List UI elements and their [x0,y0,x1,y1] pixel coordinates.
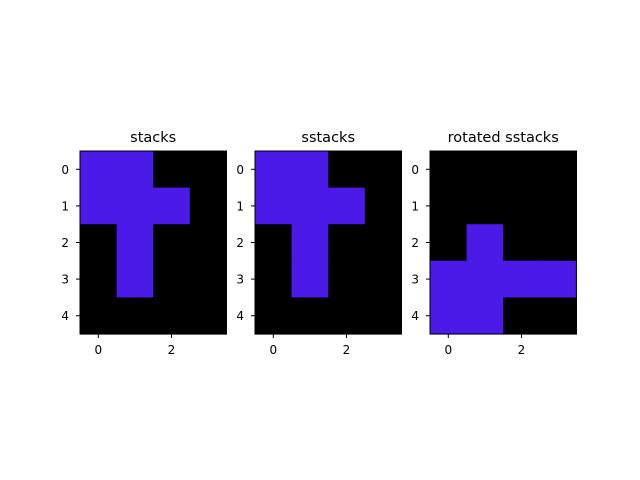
heatmap-cell [328,297,366,335]
heatmap-cell [430,151,468,189]
heatmap-cell [291,224,329,262]
heatmap-cell [539,151,577,189]
heatmap-cell [503,260,541,298]
heatmap-cell [189,224,227,262]
heatmap-cell [255,260,293,298]
x-tick-label: 0 [269,343,277,357]
y-tick-label: 1 [411,199,419,213]
heatmap-cell [80,297,118,335]
heatmap-cell [116,297,154,335]
heatmap-cell [503,151,541,189]
heatmap-cell [153,151,191,189]
heatmap-cell [80,151,118,189]
heatmap-cell [116,151,154,189]
heatmap-cell [80,224,118,262]
panel-sstacks: sstacks 0 1 2 3 4 0 2 [236,130,402,357]
y-tick-label: 2 [61,236,69,250]
heatmap-cell [291,151,329,189]
x-tick-label: 0 [444,343,452,357]
heatmap-cell [466,297,504,335]
heatmap-cell [189,297,227,335]
heatmap-cell [430,187,468,225]
heatmap-cell [255,297,293,335]
heatmap-cell [430,260,468,298]
heatmap-cell [466,224,504,262]
heatmap-cell [364,224,402,262]
x-tick-label: 2 [343,343,351,357]
heatmap-cell [189,260,227,298]
panel-stacks: stacks 0 1 2 3 4 0 2 [61,130,227,357]
heatmap-cell [466,187,504,225]
y-tick-label: 3 [236,273,244,287]
heatmap-cell [539,187,577,225]
heatmap-cell [466,260,504,298]
y-tick-label: 2 [411,236,419,250]
heatmap-cell [116,260,154,298]
heatmap-cell [255,187,293,225]
heatmap-cell [291,297,329,335]
heatmap-cell [364,187,402,225]
heatmap-cell [153,224,191,262]
heatmap-cell [116,187,154,225]
heatmap-cell [328,224,366,262]
y-tick-label: 0 [61,163,69,177]
heatmap-cell [153,187,191,225]
heatmap-cell [328,187,366,225]
heatmap-cell [189,187,227,225]
heatmap-cell [153,260,191,298]
heatmap-cell [430,297,468,335]
heatmap-cell [539,224,577,262]
y-tick-label: 0 [411,163,419,177]
x-tick-label: 0 [94,343,102,357]
y-tick-label: 4 [411,309,419,323]
heatmap-cell [80,260,118,298]
x-tick-label: 2 [518,343,526,357]
y-tick-label: 1 [236,199,244,213]
heatmap-cell [291,187,329,225]
heatmap-cell [189,151,227,189]
panel-title: stacks [130,130,176,146]
heatmap-cell [503,297,541,335]
y-tick-label: 0 [236,163,244,177]
heatmap-cell [364,260,402,298]
panel-title: sstacks [301,130,355,146]
heatmap-cell [503,187,541,225]
x-tick-label: 2 [168,343,176,357]
heatmap-cell [80,187,118,225]
heatmap-cell [466,151,504,189]
heatmap-cell [328,151,366,189]
heatmap-cell [255,224,293,262]
y-tick-label: 3 [61,273,69,287]
heatmap-cell [430,224,468,262]
heatmap-cell [328,260,366,298]
panel-rotated-sstacks: rotated sstacks 0 1 2 3 4 0 2 [411,130,577,357]
heatmap-cell [539,260,577,298]
heatmap-cell [503,224,541,262]
heatmap-cell [153,297,191,335]
heatmap-cell [539,297,577,335]
heatmap-cell [364,297,402,335]
y-tick-label: 4 [236,309,244,323]
heatmap-cell [116,224,154,262]
heatmap-cell [255,151,293,189]
heatmap-cell [291,260,329,298]
y-tick-label: 1 [61,199,69,213]
y-tick-label: 3 [411,273,419,287]
heatmap-cell [364,151,402,189]
y-tick-label: 2 [236,236,244,250]
panel-title: rotated sstacks [448,130,559,146]
y-tick-label: 4 [61,309,69,323]
